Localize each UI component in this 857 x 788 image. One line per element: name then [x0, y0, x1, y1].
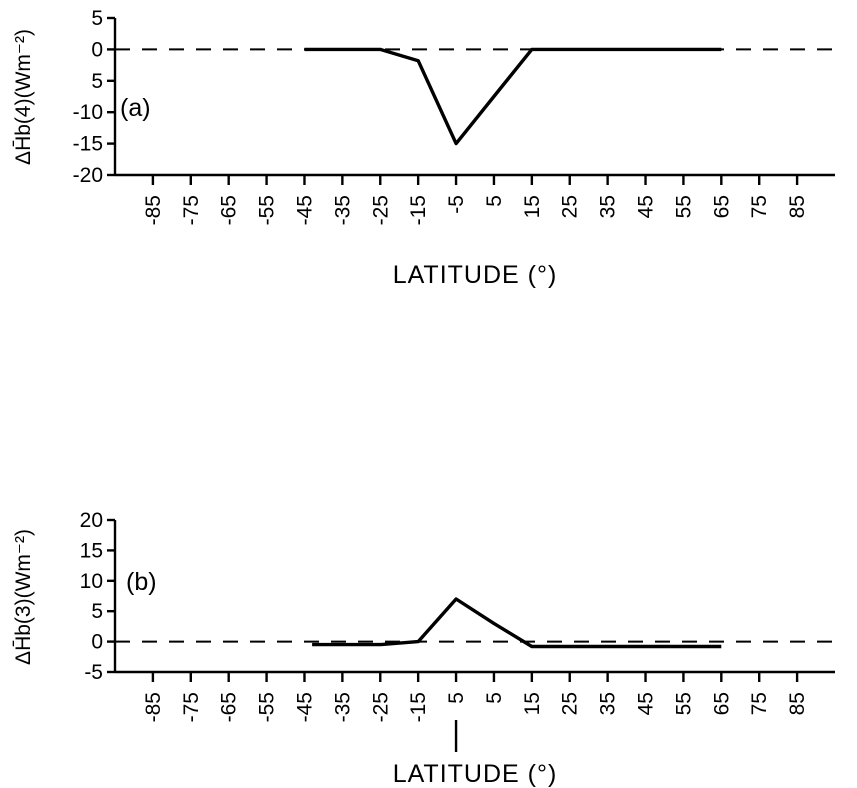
x-tick-label: -45 [293, 692, 316, 722]
y-tick-label: 5 [91, 600, 103, 623]
x-tick-label: -5 [445, 195, 468, 214]
x-tick-label: -35 [331, 692, 354, 722]
x-tick-label: 25 [559, 692, 582, 715]
x-axis-title: LATITUDE (°) [393, 261, 558, 289]
y-tick-label: 5 [91, 7, 103, 30]
x-tick-label: 85 [786, 692, 809, 715]
x-tick-label: -75 [180, 692, 203, 722]
x-tick-label: 15 [521, 692, 544, 715]
y-tick-label: 0 [91, 38, 103, 61]
x-tick-label: 5 [483, 692, 506, 704]
x-tick-label: 25 [559, 195, 582, 218]
x-tick-label: 45 [635, 692, 658, 715]
x-tick-label: 65 [710, 195, 733, 218]
x-tick-label: -65 [218, 195, 241, 225]
x-tick-label: 55 [672, 692, 695, 715]
y-tick-label: -15 [73, 133, 103, 156]
x-tick-label: -45 [293, 195, 316, 225]
y-tick-label: 15 [80, 539, 103, 562]
y-tick-label: -5 [84, 661, 103, 684]
x-tick-label: -85 [142, 195, 165, 225]
x-tick-label: -55 [256, 195, 279, 225]
x-tick-label: 15 [521, 195, 544, 218]
x-tick-label: 55 [672, 195, 695, 218]
series-line [312, 597, 722, 649]
y-tick-label: 0 [91, 631, 103, 654]
y-tick-label: -20 [73, 164, 103, 187]
y-tick-label: -10 [73, 101, 103, 124]
x-tick-label: 85 [786, 195, 809, 218]
y-tick-label: 10 [80, 570, 103, 593]
x-axis-title: LATITUDE (°) [393, 760, 558, 788]
x-tick-label: -75 [180, 195, 203, 225]
panel-a: 505-10-15-20-85 -75 -65 -55 -45 -35 -25 -15 -5 5 1… [12, 7, 840, 289]
x-tick-label: -85 [142, 692, 165, 722]
series-line [304, 47, 722, 146]
x-tick-label: -35 [331, 195, 354, 225]
x-tick-label: 5 [483, 195, 506, 207]
y-tick-label: 20 [80, 509, 103, 532]
x-tick-label: 5 [445, 692, 468, 704]
y-axis-label: ΔH̄b(4)(Wm⁻²) [12, 29, 35, 165]
x-tick-label: -15 [407, 195, 430, 225]
x-tick-label: -15 [407, 692, 430, 722]
y-axis-label: ΔH̄b(3)(Wm⁻²) [12, 529, 35, 665]
x-tick-label: 35 [597, 195, 620, 218]
panel-label: (b) [126, 568, 157, 596]
x-tick-label: -25 [369, 692, 392, 722]
x-tick-label: 65 [710, 692, 733, 715]
x-tick-label: -65 [218, 692, 241, 722]
x-tick-label: -55 [256, 692, 279, 722]
x-tick-label: -25 [369, 195, 392, 225]
x-tick-label: 35 [597, 692, 620, 715]
x-tick-label: 45 [635, 195, 658, 218]
x-tick-label: 75 [748, 195, 771, 218]
panel-label: (a) [120, 94, 151, 122]
x-tick-label: 75 [748, 692, 771, 715]
y-tick-label: 5 [91, 70, 103, 93]
